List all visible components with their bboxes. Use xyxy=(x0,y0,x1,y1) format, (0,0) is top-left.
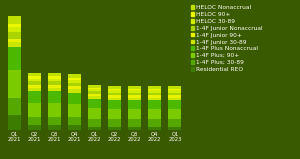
Bar xyxy=(48,103,61,117)
Bar xyxy=(148,86,161,89)
Bar xyxy=(88,88,101,89)
Bar xyxy=(128,89,141,90)
Bar xyxy=(108,93,121,95)
Bar xyxy=(88,108,101,119)
Bar xyxy=(28,91,41,103)
Bar xyxy=(168,119,182,127)
Bar xyxy=(148,127,161,130)
Bar xyxy=(28,85,41,88)
Bar xyxy=(108,127,121,130)
Bar xyxy=(128,127,141,130)
Bar xyxy=(108,86,121,89)
Bar xyxy=(28,79,41,81)
Bar xyxy=(48,79,61,81)
Bar xyxy=(88,99,101,108)
Bar xyxy=(128,119,141,127)
Bar xyxy=(48,76,61,79)
Bar xyxy=(68,125,81,130)
Bar xyxy=(8,39,21,42)
Bar xyxy=(8,16,21,24)
Bar xyxy=(88,127,101,130)
Bar xyxy=(128,109,141,119)
Bar xyxy=(68,83,81,86)
Bar xyxy=(168,93,182,95)
Bar xyxy=(108,89,121,90)
Bar xyxy=(28,73,41,76)
Bar xyxy=(48,81,61,85)
Bar xyxy=(68,89,81,93)
Bar xyxy=(68,74,81,78)
Bar xyxy=(128,98,141,100)
Bar xyxy=(28,125,41,130)
Bar xyxy=(148,98,161,100)
Bar xyxy=(168,95,182,98)
Bar xyxy=(8,48,21,70)
Bar xyxy=(128,90,141,93)
Bar xyxy=(8,98,21,115)
Bar xyxy=(8,70,21,98)
Bar xyxy=(48,91,61,103)
Bar xyxy=(28,103,41,117)
Bar xyxy=(168,98,182,100)
Bar xyxy=(148,100,161,109)
Bar xyxy=(8,24,21,27)
Bar xyxy=(148,95,161,98)
Bar xyxy=(8,32,21,39)
Bar xyxy=(88,119,101,127)
Bar xyxy=(148,93,161,95)
Bar xyxy=(68,93,81,104)
Bar xyxy=(148,89,161,90)
Bar xyxy=(148,119,161,127)
Bar xyxy=(88,85,101,88)
Bar xyxy=(128,95,141,98)
Bar xyxy=(48,117,61,125)
Bar xyxy=(148,109,161,119)
Bar xyxy=(48,125,61,130)
Bar xyxy=(88,94,101,97)
Bar xyxy=(108,119,121,127)
Bar xyxy=(28,88,41,91)
Bar xyxy=(168,127,182,130)
Bar xyxy=(168,89,182,90)
Legend: HELOC Nonaccrual, HELOC 90+, HELOC 30-89, 1-4F Junior Nonaccrual, 1-4F Junior 90: HELOC Nonaccrual, HELOC 90+, HELOC 30-89… xyxy=(191,5,263,72)
Bar xyxy=(168,100,182,109)
Bar xyxy=(28,81,41,85)
Bar xyxy=(88,89,101,91)
Bar xyxy=(68,80,81,83)
Bar xyxy=(168,109,182,119)
Bar xyxy=(128,93,141,95)
Bar xyxy=(48,73,61,76)
Bar xyxy=(128,86,141,89)
Bar xyxy=(68,117,81,125)
Bar xyxy=(108,90,121,93)
Bar xyxy=(68,78,81,80)
Bar xyxy=(108,95,121,98)
Bar xyxy=(168,86,182,89)
Bar xyxy=(68,86,81,89)
Bar xyxy=(168,90,182,93)
Bar xyxy=(128,100,141,109)
Bar xyxy=(28,117,41,125)
Bar xyxy=(48,85,61,88)
Bar xyxy=(88,91,101,94)
Bar xyxy=(108,100,121,109)
Bar xyxy=(48,88,61,91)
Bar xyxy=(148,90,161,93)
Bar xyxy=(88,97,101,99)
Bar xyxy=(8,42,21,48)
Bar xyxy=(8,115,21,130)
Bar xyxy=(8,27,21,32)
Bar xyxy=(108,109,121,119)
Bar xyxy=(68,104,81,117)
Bar xyxy=(108,98,121,100)
Bar xyxy=(28,76,41,79)
